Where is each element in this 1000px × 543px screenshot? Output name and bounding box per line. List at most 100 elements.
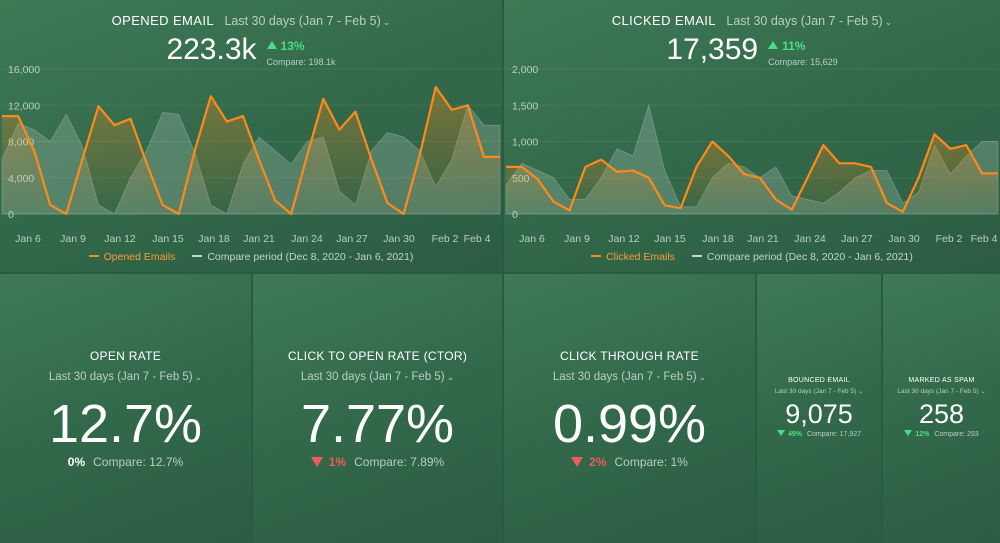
chevron-down-icon: ⌄ xyxy=(980,389,986,395)
y-tick-label: 16,000 xyxy=(8,64,40,76)
compare-value: Compare: 15,629 xyxy=(768,57,838,67)
x-tick-label: Feb 4 xyxy=(464,233,491,245)
metric-value: 12.7% xyxy=(48,394,203,454)
widget-title: OPEN RATE xyxy=(89,349,162,363)
arrow-down-icon xyxy=(776,430,785,437)
legend-primary[interactable]: Opened Emails xyxy=(103,251,176,263)
arrow-down-icon xyxy=(310,456,323,467)
marked-as-spam-widget: MARKED AS SPAM Last 30 days (Jan 7 - Feb… xyxy=(883,274,1000,543)
change-percent: 1% xyxy=(328,455,347,469)
primary-series-line[interactable] xyxy=(506,133,998,213)
y-tick-label: 2,000 xyxy=(512,64,538,76)
legend-swatch-compare xyxy=(691,255,702,258)
change-percent: 11% xyxy=(782,39,806,53)
chart-legend: Clicked Emails Compare period (Dec 8, 20… xyxy=(504,251,1000,263)
x-tick-label: Jan 15 xyxy=(654,233,686,245)
period-label: Last 30 days (Jan 7 - Feb 5) xyxy=(48,371,193,383)
y-tick-label: 12,000 xyxy=(8,100,40,112)
chevron-down-icon: ⌄ xyxy=(194,372,203,382)
x-tick-label: Jan 18 xyxy=(702,233,734,245)
ctr-widget: CLICK THROUGH RATE Last 30 days (Jan 7 -… xyxy=(504,274,755,543)
y-tick-label: 1,500 xyxy=(512,100,538,112)
legend-swatch-primary xyxy=(591,255,602,258)
x-tick-label: Jan 12 xyxy=(608,233,640,245)
compare-value: Compare: 17,927 xyxy=(806,431,862,438)
widget-title: CLICK TO OPEN RATE (CTOR) xyxy=(287,349,468,363)
widget-title: CLICKED EMAIL xyxy=(611,13,716,28)
chevron-down-icon: ⌄ xyxy=(698,372,707,382)
x-tick-label: Jan 18 xyxy=(198,233,230,245)
change-percent: 0% xyxy=(67,455,86,469)
legend-primary[interactable]: Clicked Emails xyxy=(606,251,675,263)
x-tick-label: Jan 12 xyxy=(104,233,136,245)
x-tick-label: Jan 21 xyxy=(747,233,779,245)
widget-title: OPENED EMAIL xyxy=(111,13,214,28)
compare-value: Compare: 7.89% xyxy=(354,455,445,469)
widget-title: CLICK THROUGH RATE xyxy=(560,349,699,363)
period-label: Last 30 days (Jan 7 - Feb 5) xyxy=(774,388,857,395)
x-tick-label: Jan 9 xyxy=(564,233,590,245)
change-percent: 2% xyxy=(589,455,607,469)
compare-value: Compare: 198.1k xyxy=(266,57,336,67)
x-tick-label: Feb 2 xyxy=(936,233,963,245)
period-selector[interactable]: Last 30 days (Jan 7 - Feb 5) ⌄ xyxy=(757,388,881,395)
y-tick-label: 0 xyxy=(512,209,518,221)
arrow-up-icon xyxy=(768,40,779,49)
x-tick-label: Feb 2 xyxy=(432,233,459,245)
chevron-down-icon: ⌄ xyxy=(446,372,455,382)
x-tick-label: Jan 30 xyxy=(888,233,920,245)
chevron-down-icon: ⌄ xyxy=(382,17,391,27)
x-tick-label: Jan 9 xyxy=(60,233,86,245)
x-tick-label: Jan 27 xyxy=(336,233,368,245)
x-tick-label: Jan 24 xyxy=(291,233,323,245)
open-rate-widget: OPEN RATE Last 30 days (Jan 7 - Feb 5) ⌄ … xyxy=(0,274,251,543)
period-selector[interactable]: Last 30 days (Jan 7 - Feb 5) ⌄ xyxy=(224,14,390,28)
x-tick-label: Jan 27 xyxy=(841,233,873,245)
y-tick-label: 0 xyxy=(8,209,14,221)
legend-compare[interactable]: Compare period (Dec 8, 2020 - Jan 6, 202… xyxy=(706,251,913,263)
chart-legend: Opened Emails Compare period (Dec 8, 202… xyxy=(0,251,502,263)
x-tick-label: Jan 6 xyxy=(519,233,545,245)
period-selector[interactable]: Last 30 days (Jan 7 - Feb 5) ⌄ xyxy=(504,371,755,383)
x-tick-label: Jan 6 xyxy=(15,233,41,245)
arrow-down-icon xyxy=(571,456,584,467)
metric-value: 223.3k xyxy=(166,33,257,66)
period-label: Last 30 days (Jan 7 - Feb 5) xyxy=(224,14,381,28)
change-percent: 49% xyxy=(787,431,802,438)
period-label: Last 30 days (Jan 7 - Feb 5) xyxy=(552,371,697,383)
metric-value: 258 xyxy=(918,399,965,429)
period-label: Last 30 days (Jan 7 - Feb 5) xyxy=(726,14,883,28)
x-tick-label: Jan 21 xyxy=(243,233,275,245)
primary-series-area xyxy=(506,134,998,214)
arrow-up-icon xyxy=(266,40,277,49)
x-tick-label: Jan 30 xyxy=(383,233,415,245)
x-tick-label: Jan 24 xyxy=(794,233,826,245)
x-tick-label: Feb 4 xyxy=(971,233,998,245)
period-selector[interactable]: Last 30 days (Jan 7 - Feb 5) ⌄ xyxy=(883,388,1000,395)
period-selector[interactable]: Last 30 days (Jan 7 - Feb 5) ⌄ xyxy=(726,14,892,28)
metric-value: 7.77% xyxy=(300,394,455,454)
compare-value: Compare: 1% xyxy=(614,455,688,469)
period-selector[interactable]: Last 30 days (Jan 7 - Feb 5) ⌄ xyxy=(253,371,502,383)
compare-value: Compare: 293 xyxy=(934,431,979,438)
primary-series-area xyxy=(2,87,500,214)
widget-title: MARKED AS SPAM xyxy=(908,377,975,384)
x-tick-label: Jan 15 xyxy=(152,233,184,245)
bounced-email-widget: BOUNCED EMAIL Last 30 days (Jan 7 - Feb … xyxy=(757,274,881,543)
metric-value: 9,075 xyxy=(785,399,853,429)
primary-series-line[interactable] xyxy=(2,86,500,216)
period-selector[interactable]: Last 30 days (Jan 7 - Feb 5) ⌄ xyxy=(0,371,251,383)
period-label: Last 30 days (Jan 7 - Feb 5) xyxy=(897,388,979,395)
legend-swatch-primary xyxy=(88,255,99,258)
legend-compare[interactable]: Compare period (Dec 8, 2020 - Jan 6, 202… xyxy=(207,251,414,263)
legend-swatch-compare xyxy=(192,255,203,258)
change-percent: 12% xyxy=(915,431,930,438)
metric-value: 0.99% xyxy=(552,394,707,454)
widget-title: BOUNCED EMAIL xyxy=(788,377,850,384)
metric-value: 17,359 xyxy=(666,33,759,66)
period-label: Last 30 days (Jan 7 - Feb 5) xyxy=(300,371,445,383)
